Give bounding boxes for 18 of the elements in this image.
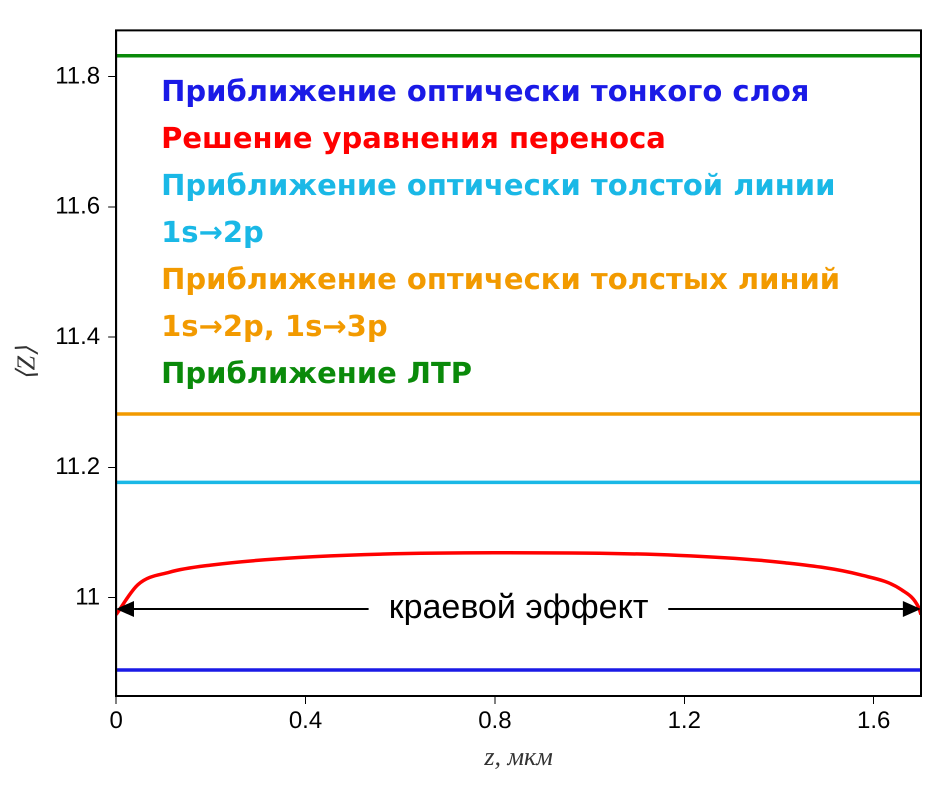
y-axis-title: ⟨Z⟩ bbox=[11, 346, 40, 380]
y-tick-label: 11.6 bbox=[55, 192, 100, 220]
text: Приближение оптически толстой линии 1s→2p bbox=[161, 167, 836, 252]
x-tick-label: 0.8 bbox=[478, 707, 512, 734]
text: Приближение ЛТР bbox=[161, 355, 474, 392]
text: Решение уравнения переноса bbox=[161, 120, 667, 158]
x-tick-label: 1.6 bbox=[856, 707, 890, 734]
x-tick-label: 1.2 bbox=[668, 707, 701, 734]
annotation: краевой эффект bbox=[388, 588, 648, 626]
y-tick-label: 11.2 bbox=[55, 453, 100, 480]
x-tick-label: 0 bbox=[109, 707, 123, 734]
x-tick-label: 0.4 bbox=[288, 707, 322, 734]
x-axis-title: z, мкм bbox=[483, 742, 553, 772]
y-tick-label: 11.4 bbox=[55, 322, 100, 350]
y-tick-label: 11.8 bbox=[55, 62, 100, 90]
text: Приближение оптически толстых линий 1s→2p, 1s→3p bbox=[161, 261, 842, 346]
y-tick-label: 11 bbox=[75, 583, 100, 610]
text: Приближение оптически тонкого слоя bbox=[161, 73, 810, 110]
